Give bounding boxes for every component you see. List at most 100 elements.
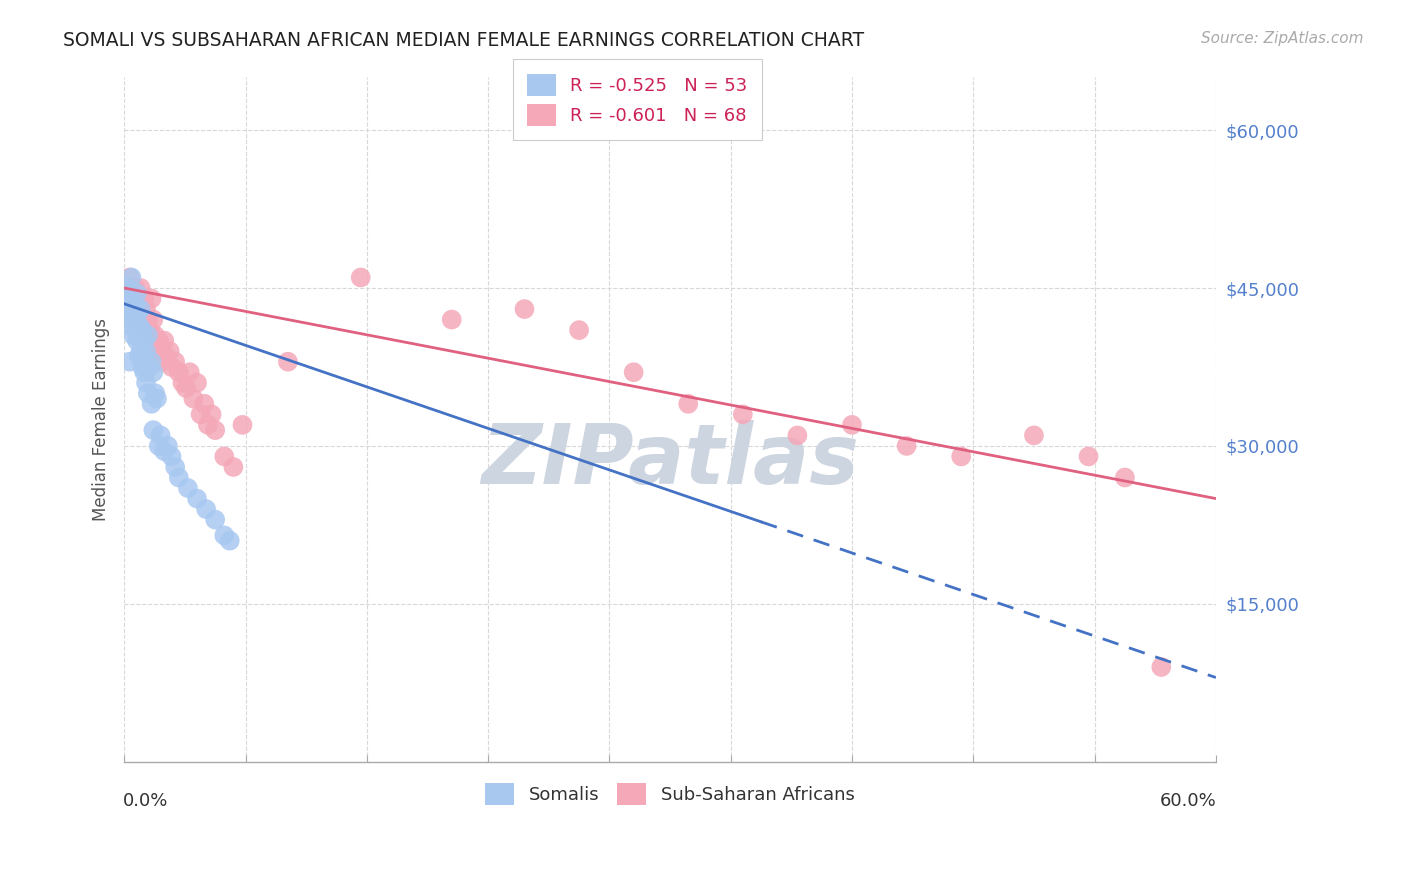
Point — [117, 318, 139, 332]
Point — [122, 292, 145, 306]
Point — [1022, 428, 1045, 442]
Point — [141, 354, 163, 368]
Point — [131, 297, 153, 311]
Point — [152, 354, 174, 368]
Point — [222, 460, 245, 475]
Point — [138, 359, 160, 374]
Point — [135, 344, 157, 359]
Point — [160, 450, 183, 464]
Point — [277, 354, 299, 368]
Point — [160, 359, 183, 374]
Point — [190, 408, 212, 422]
Point — [121, 286, 143, 301]
Point — [122, 328, 145, 343]
Point — [118, 297, 141, 311]
Point — [135, 301, 157, 316]
Point — [122, 301, 145, 316]
Text: 60.0%: 60.0% — [1160, 792, 1218, 810]
Point — [167, 470, 190, 484]
Point — [148, 334, 170, 348]
Point — [841, 417, 863, 432]
Point — [218, 533, 240, 548]
Point — [136, 386, 159, 401]
Point — [134, 334, 156, 348]
Text: ZIPatlas: ZIPatlas — [481, 420, 859, 501]
Point — [195, 502, 218, 516]
Point — [350, 270, 373, 285]
Point — [141, 292, 163, 306]
Point — [131, 359, 153, 374]
Point — [153, 444, 176, 458]
Point — [124, 297, 146, 311]
Point — [128, 297, 150, 311]
Point — [131, 312, 153, 326]
Point — [125, 301, 148, 316]
Point — [124, 323, 146, 337]
Text: 0.0%: 0.0% — [124, 792, 169, 810]
Point — [896, 439, 918, 453]
Point — [128, 312, 150, 326]
Point — [121, 297, 143, 311]
Point — [129, 301, 152, 316]
Point — [174, 381, 197, 395]
Point — [129, 318, 152, 332]
Point — [118, 270, 141, 285]
Point — [136, 328, 159, 343]
Point — [121, 312, 143, 326]
Point — [124, 307, 146, 321]
Point — [678, 397, 700, 411]
Point — [179, 365, 201, 379]
Point — [204, 423, 226, 437]
Point — [136, 312, 159, 326]
Point — [141, 397, 163, 411]
Legend: Somalis, Sub-Saharan Africans: Somalis, Sub-Saharan Africans — [477, 774, 863, 814]
Point — [183, 392, 205, 406]
Point — [134, 365, 156, 379]
Point — [193, 397, 215, 411]
Point — [121, 312, 143, 326]
Point — [197, 417, 219, 432]
Point — [128, 318, 150, 332]
Point — [142, 365, 165, 379]
Point — [115, 292, 138, 306]
Point — [786, 428, 808, 442]
Point — [172, 376, 194, 390]
Point — [148, 439, 170, 453]
Y-axis label: Median Female Earnings: Median Female Earnings — [93, 318, 110, 521]
Point — [121, 270, 143, 285]
Point — [128, 350, 150, 364]
Point — [159, 344, 181, 359]
Point — [118, 301, 141, 316]
Point — [950, 450, 973, 464]
Text: Source: ZipAtlas.com: Source: ZipAtlas.com — [1201, 31, 1364, 46]
Point — [131, 339, 153, 353]
Point — [149, 428, 172, 442]
Point — [167, 365, 190, 379]
Point — [186, 491, 208, 506]
Point — [623, 365, 645, 379]
Point — [129, 281, 152, 295]
Point — [165, 460, 187, 475]
Point — [117, 301, 139, 316]
Point — [129, 344, 152, 359]
Point — [124, 281, 146, 295]
Point — [1077, 450, 1099, 464]
Point — [135, 328, 157, 343]
Point — [165, 354, 187, 368]
Point — [204, 513, 226, 527]
Point — [125, 286, 148, 301]
Point — [146, 392, 169, 406]
Point — [125, 292, 148, 306]
Point — [568, 323, 591, 337]
Point — [115, 292, 138, 306]
Point — [186, 376, 208, 390]
Point — [731, 408, 754, 422]
Point — [117, 281, 139, 295]
Point — [115, 307, 138, 321]
Point — [1114, 470, 1136, 484]
Point — [143, 328, 166, 343]
Point — [146, 344, 169, 359]
Text: SOMALI VS SUBSAHARAN AFRICAN MEDIAN FEMALE EARNINGS CORRELATION CHART: SOMALI VS SUBSAHARAN AFRICAN MEDIAN FEMA… — [63, 31, 865, 50]
Point — [134, 292, 156, 306]
Point — [125, 307, 148, 321]
